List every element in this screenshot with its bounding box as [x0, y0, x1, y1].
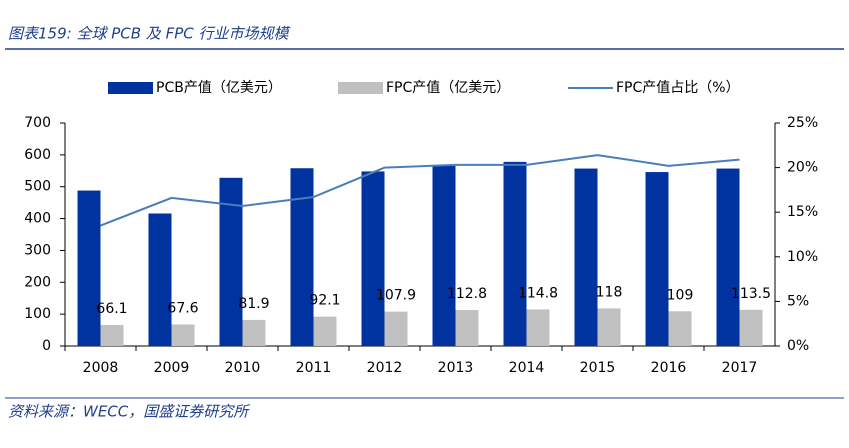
bar [384, 311, 408, 346]
y-tick-label: 500 [24, 179, 51, 195]
data-label: 114.8 [518, 285, 558, 301]
bar [526, 309, 550, 346]
bar [171, 324, 195, 346]
legend-label: FPC产值占比（%） [616, 80, 740, 96]
x-tick-label: 2016 [651, 360, 687, 376]
legend-swatch [338, 82, 383, 94]
legend-swatch [108, 82, 153, 94]
y2-tick-label: 5% [787, 293, 809, 309]
bar [574, 168, 598, 346]
data-label: 67.6 [167, 300, 198, 316]
data-label: 112.8 [447, 286, 487, 302]
y-tick-label: 400 [24, 211, 51, 227]
y2-tick-label: 15% [787, 204, 818, 220]
x-tick-label: 2014 [509, 360, 545, 376]
y2-tick-label: 0% [787, 338, 809, 354]
bar [668, 311, 692, 346]
x-tick-label: 2008 [83, 360, 119, 376]
bar [219, 177, 243, 346]
bar [739, 309, 763, 346]
bar [455, 310, 479, 346]
x-tick-label: 2017 [722, 360, 758, 376]
bar [313, 316, 337, 346]
y2-tick-label: 25% [787, 115, 818, 131]
data-label: 66.1 [96, 301, 127, 317]
bar [148, 213, 172, 346]
x-tick-label: 2009 [154, 360, 190, 376]
data-label: 109 [667, 287, 694, 303]
bar [597, 308, 621, 346]
data-label: 81.9 [238, 296, 269, 312]
bar [361, 171, 385, 346]
x-tick-label: 2010 [225, 360, 261, 376]
x-tick-label: 2013 [438, 360, 474, 376]
bar [716, 168, 740, 346]
bar [432, 166, 456, 346]
bar [77, 190, 101, 346]
bar [100, 324, 124, 346]
bar [645, 172, 669, 346]
page-title: 图表159: 全球 PCB 及 FPC 行业市场规模 [8, 25, 291, 43]
data-label: 113.5 [731, 286, 771, 302]
y-tick-label: 300 [24, 242, 51, 258]
y-tick-label: 700 [24, 115, 51, 131]
y-tick-label: 100 [24, 306, 51, 322]
y-tick-label: 0 [42, 338, 51, 354]
x-tick-label: 2015 [580, 360, 616, 376]
source: 资料来源：WECC，国盛证券研究所 [8, 403, 250, 421]
data-label: 118 [596, 284, 623, 300]
bar [503, 161, 527, 346]
legend-label: FPC产值（亿美元） [386, 80, 510, 96]
y-tick-label: 200 [24, 274, 51, 290]
x-tick-label: 2011 [296, 360, 332, 376]
line [100, 154, 740, 227]
y2-tick-label: 10% [787, 249, 818, 265]
bar [242, 319, 266, 346]
y-tick-label: 600 [24, 147, 51, 163]
x-tick-label: 2012 [367, 360, 403, 376]
y2-tick-label: 20% [787, 160, 818, 176]
data-label: 92.1 [309, 293, 340, 309]
data-label: 107.9 [376, 288, 416, 304]
bar [290, 168, 314, 346]
legend-label: PCB产值（亿美元） [156, 80, 282, 96]
